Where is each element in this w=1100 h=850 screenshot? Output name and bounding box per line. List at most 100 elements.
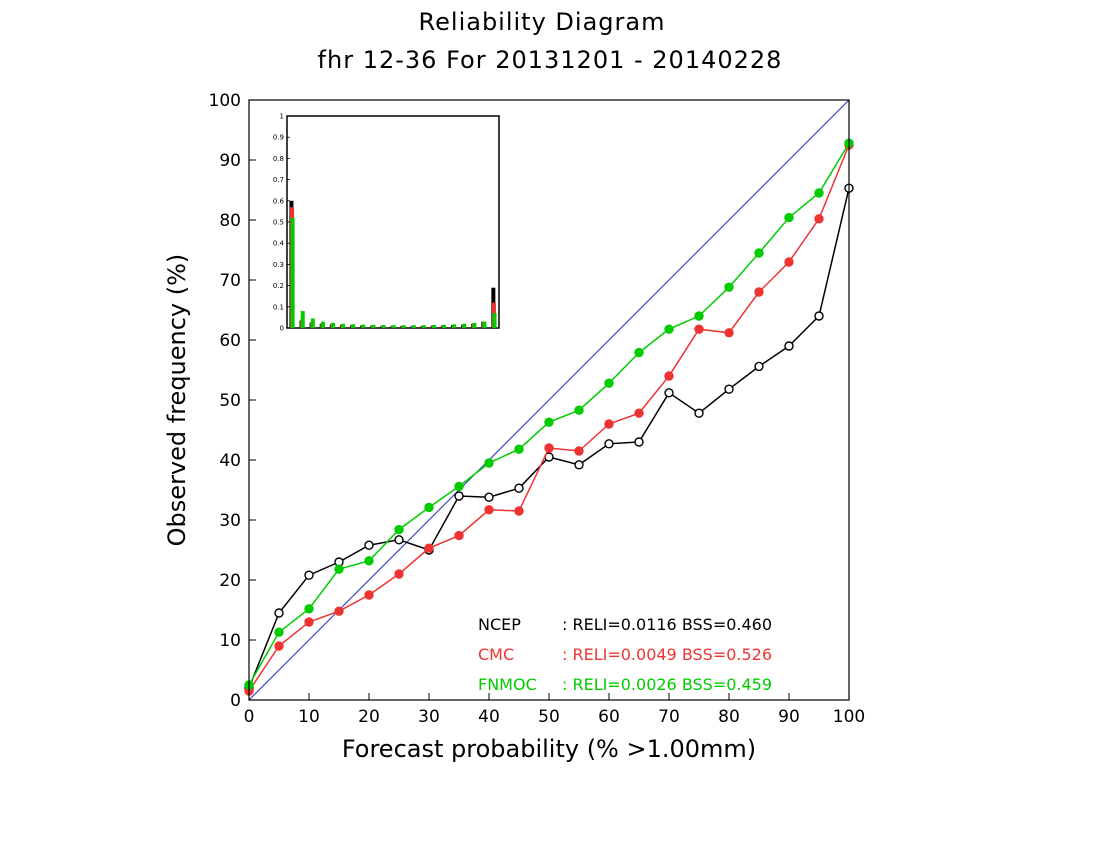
- inset-bar-fnmoc: [391, 325, 396, 328]
- x-tick-label: 100: [833, 707, 865, 727]
- y-tick-label: 60: [219, 331, 241, 351]
- inset-bar-fnmoc: [300, 311, 305, 328]
- inset-bar-fnmoc: [482, 321, 487, 328]
- inset-bar-fnmoc: [462, 323, 467, 328]
- data-point-ncep: [514, 483, 524, 493]
- data-point-fnmoc: [304, 604, 314, 614]
- x-tick-label: 40: [478, 707, 500, 727]
- axis-ticks: 0 10 20 30 40 50 60 70 80 90 100010203040506070809…: [209, 91, 866, 727]
- inset-y-tick-label: 1: [280, 113, 284, 121]
- y-tick-label: 70: [219, 271, 241, 291]
- plot-frame: [248, 99, 850, 701]
- inset-y-tick-label: 0.6: [273, 197, 285, 205]
- inset-bar-fnmoc: [431, 325, 436, 328]
- x-tick-label: 30: [418, 707, 440, 727]
- data-point-cmc: [334, 606, 344, 616]
- data-point-fnmoc: [334, 564, 344, 574]
- data-point-ncep: [574, 460, 584, 470]
- data-point-ncep: [604, 439, 614, 449]
- data-point-fnmoc: [694, 311, 704, 321]
- y-axis-label: Observed frequency (%): [163, 254, 191, 547]
- data-point-cmc: [544, 443, 554, 453]
- data-point-fnmoc: [514, 444, 524, 454]
- inset-bar-fnmoc: [361, 324, 366, 328]
- inset-bar-fnmoc: [310, 318, 315, 328]
- data-point-fnmoc: [424, 502, 434, 513]
- series-lines: [244, 138, 854, 696]
- inset-bar-fnmoc: [411, 325, 416, 328]
- data-point-cmc: [694, 324, 704, 334]
- legend-name: NCEP: [478, 615, 521, 634]
- inset-frame: [286, 115, 500, 329]
- legend-stats: : RELI=0.0026 BSS=0.459: [562, 675, 772, 694]
- data-point-cmc: [514, 506, 524, 516]
- inset-bar-fnmoc: [442, 324, 447, 328]
- data-point-ncep: [784, 341, 794, 351]
- inset-bar-fnmoc: [401, 325, 406, 328]
- legend: NCEP : RELI=0.0116 BSS=0.460 CMC : RELI=0.0…: [478, 615, 772, 694]
- x-tick-label: 70: [658, 707, 680, 727]
- data-point-ncep: [634, 437, 644, 447]
- inset-y-tick-label: 0.5: [273, 219, 284, 227]
- chart-title: Reliability Diagram: [419, 8, 666, 36]
- inset-histogram: 0 0.1 0.2 0.3 0.4 0.5 0.6 0.7 0.8 0.9 1: [273, 113, 500, 333]
- data-point-fnmoc: [604, 378, 614, 388]
- inset-bar-fnmoc: [371, 324, 376, 328]
- inset-bar-fnmoc: [381, 325, 386, 328]
- inset-bar-fnmoc: [320, 321, 325, 328]
- x-tick-label: 10: [298, 707, 320, 727]
- inset-y-tick-label: 0.9: [273, 134, 284, 142]
- data-point-cmc: [664, 371, 674, 381]
- data-point-fnmoc: [484, 458, 494, 468]
- data-point-ncep: [364, 540, 374, 550]
- y-tick-label: 20: [219, 571, 241, 591]
- inset-y-tick-label: 0.2: [273, 282, 284, 290]
- x-tick-label: 60: [598, 707, 620, 727]
- x-tick-label: 90: [778, 707, 800, 727]
- data-point-cmc: [724, 328, 734, 338]
- data-point-fnmoc: [724, 282, 734, 292]
- data-point-cmc: [784, 257, 794, 267]
- y-tick-label: 0: [230, 691, 241, 711]
- y-tick-label: 10: [219, 631, 241, 651]
- inset-y-tick-label: 0: [280, 325, 284, 333]
- data-point-cmc: [484, 505, 494, 515]
- data-point-cmc: [394, 569, 404, 579]
- y-tick-label: 40: [219, 451, 241, 471]
- inset-bar-fnmoc: [492, 313, 497, 328]
- data-point-fnmoc: [544, 417, 554, 427]
- data-point-ncep: [304, 570, 314, 580]
- inset-bar-fnmoc: [421, 325, 426, 328]
- data-point-fnmoc: [454, 481, 464, 492]
- inset-bar-fnmoc: [472, 322, 477, 328]
- chart-subtitle: fhr 12-36 For 20131201 - 20140228: [318, 46, 783, 74]
- data-point-cmc: [424, 543, 434, 553]
- data-point-fnmoc: [814, 188, 824, 198]
- data-point-cmc: [604, 419, 614, 429]
- x-tick-label: 20: [358, 707, 380, 727]
- perfect-reliability-line: [248, 99, 850, 701]
- data-point-cmc: [364, 590, 374, 600]
- inset-bar-fnmoc: [331, 322, 336, 328]
- x-tick-label: 80: [718, 707, 740, 727]
- y-tick-label: 50: [219, 391, 241, 411]
- data-point-fnmoc: [664, 324, 674, 334]
- data-point-fnmoc: [754, 248, 764, 258]
- inset-bar-fnmoc: [341, 323, 346, 328]
- inset-bar-fnmoc: [452, 324, 457, 328]
- legend-stats: : RELI=0.0116 BSS=0.460: [562, 615, 772, 634]
- data-point-fnmoc: [784, 212, 794, 223]
- data-point-cmc: [574, 446, 584, 456]
- x-tick-label: 0: [244, 707, 255, 727]
- data-point-ncep: [814, 311, 824, 321]
- legend-name: CMC: [478, 645, 514, 664]
- inset-y-tick-label: 0.3: [273, 261, 284, 269]
- data-point-cmc: [274, 641, 284, 651]
- x-axis-label: Forecast probability (% >1.00mm): [342, 735, 756, 763]
- data-point-ncep: [484, 492, 494, 502]
- legend-stats: : RELI=0.0049 BSS=0.526: [562, 645, 772, 664]
- data-point-cmc: [304, 617, 314, 627]
- data-point-ncep: [454, 491, 464, 501]
- data-point-ncep: [754, 361, 764, 372]
